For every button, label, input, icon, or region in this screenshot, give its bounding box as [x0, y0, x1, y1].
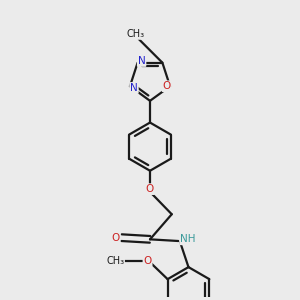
Text: O: O	[111, 233, 120, 243]
Text: O: O	[143, 256, 152, 266]
Text: N: N	[130, 83, 138, 93]
Text: N: N	[138, 56, 146, 66]
Text: NH: NH	[180, 234, 196, 244]
Text: CH₃: CH₃	[106, 256, 124, 266]
Text: CH₃: CH₃	[127, 29, 145, 39]
Text: O: O	[163, 81, 171, 91]
Text: O: O	[146, 184, 154, 194]
